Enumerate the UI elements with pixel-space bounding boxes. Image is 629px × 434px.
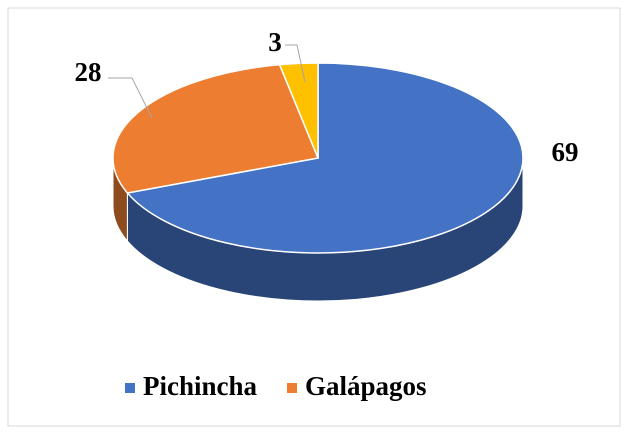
data-label: 3 [268, 27, 282, 57]
legend-swatch [287, 383, 298, 393]
data-label: 69 [552, 137, 579, 167]
legend-label: Galápagos [305, 371, 427, 401]
legend-label: Pichincha [143, 371, 258, 401]
slice [278, 62, 319, 159]
legend-swatch [125, 383, 135, 393]
slice [112, 63, 320, 194]
leader-line [285, 44, 306, 83]
leader-line [108, 77, 153, 119]
slice [125, 62, 524, 254]
data-label: 28 [75, 57, 102, 87]
